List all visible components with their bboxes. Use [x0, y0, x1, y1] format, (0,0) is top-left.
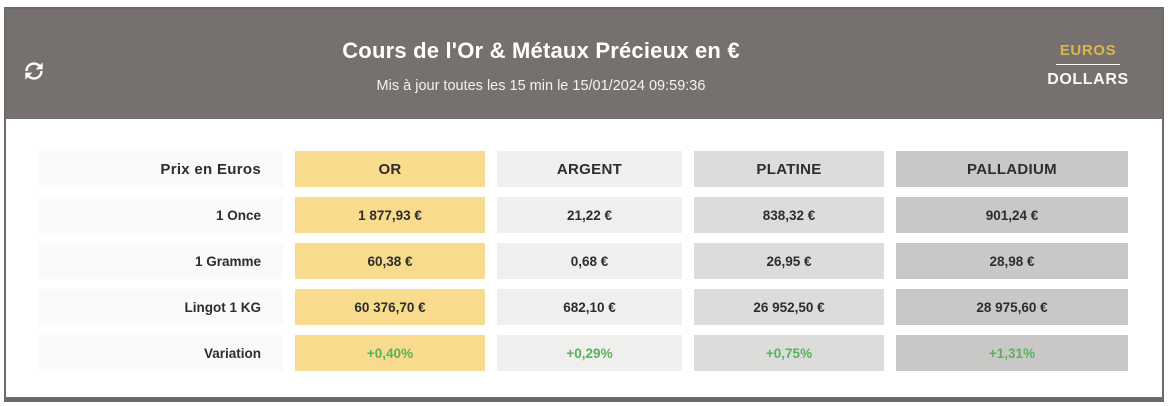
- column-header-argent: ARGENT: [497, 151, 682, 187]
- price-cell-platine-lingot: 26 952,50 €: [694, 289, 884, 325]
- price-cell-argent-once: 21,22 €: [497, 197, 682, 233]
- price-cell-palladium-once: 901,24 €: [896, 197, 1128, 233]
- variation-cell-platine: +0,75%: [694, 335, 884, 371]
- gold-price-widget: Cours de l'Or & Métaux Précieux en € Mis…: [4, 7, 1164, 402]
- currency-toggle-euros[interactable]: EUROS: [1059, 41, 1117, 59]
- refresh-icon: [21, 58, 47, 84]
- price-cell-argent-lingot: 682,10 €: [497, 289, 682, 325]
- table-corner-label: Prix en Euros: [38, 151, 283, 187]
- price-cell-platine-once: 838,32 €: [694, 197, 884, 233]
- widget-header: Cours de l'Or & Métaux Précieux en € Mis…: [6, 9, 1162, 119]
- currency-toggle: EUROS DOLLARS: [1047, 41, 1129, 89]
- currency-toggle-dollars[interactable]: DOLLARS: [1047, 70, 1129, 88]
- row-label-gramme: 1 Gramme: [38, 243, 283, 279]
- price-cell-or-once: 1 877,93 €: [295, 197, 485, 233]
- update-timestamp: Mis à jour toutes les 15 min le 15/01/20…: [376, 78, 706, 94]
- header-text-block: Cours de l'Or & Métaux Précieux en € Mis…: [70, 34, 1012, 94]
- price-cell-or-gramme: 60,38 €: [295, 243, 485, 279]
- column-header-platine: PLATINE: [694, 151, 884, 187]
- column-header-or: OR: [295, 151, 485, 187]
- column-header-palladium: PALLADIUM: [896, 151, 1128, 187]
- price-table: Prix en Euros OR ARGENT PLATINE PALLADIU…: [6, 119, 1162, 397]
- price-cell-palladium-gramme: 28,98 €: [896, 243, 1128, 279]
- row-label-variation: Variation: [38, 335, 283, 371]
- price-cell-platine-gramme: 26,95 €: [694, 243, 884, 279]
- row-label-once: 1 Once: [38, 197, 283, 233]
- variation-cell-palladium: +1,31%: [896, 335, 1128, 371]
- price-cell-argent-gramme: 0,68 €: [497, 243, 682, 279]
- variation-cell-or: +0,40%: [295, 335, 485, 371]
- widget-title: Cours de l'Or & Métaux Précieux en €: [342, 38, 740, 63]
- refresh-button[interactable]: [14, 51, 54, 91]
- price-cell-palladium-lingot: 28 975,60 €: [896, 289, 1128, 325]
- row-label-lingot: Lingot 1 KG: [38, 289, 283, 325]
- price-cell-or-lingot: 60 376,70 €: [295, 289, 485, 325]
- variation-cell-argent: +0,29%: [497, 335, 682, 371]
- toggle-divider: [1056, 63, 1120, 65]
